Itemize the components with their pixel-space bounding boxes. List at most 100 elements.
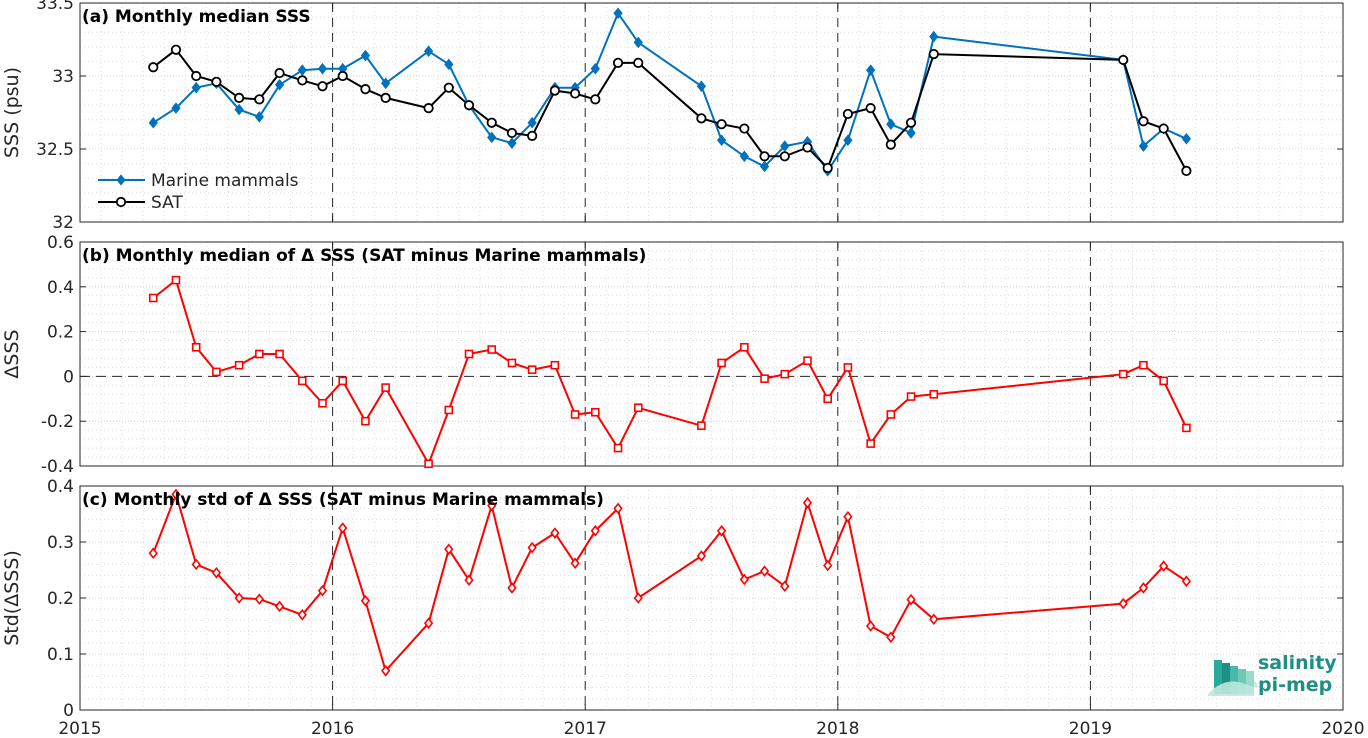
- data-point: [759, 565, 770, 577]
- y-tick-label: 0: [63, 367, 74, 387]
- data-point: [423, 617, 434, 629]
- panel-title: (a) Monthly median SSS: [82, 7, 311, 27]
- data-point: [739, 150, 749, 163]
- data-point: [318, 398, 327, 408]
- data-point: [381, 665, 391, 677]
- data-point: [906, 392, 916, 401]
- data-point: [297, 64, 307, 76]
- panel-1: [79, 2, 1344, 223]
- data-point: [633, 592, 643, 604]
- data-point: [191, 70, 202, 82]
- data-point: [822, 162, 833, 174]
- data-point: [613, 502, 623, 515]
- data-point: [444, 58, 454, 71]
- data-point: [381, 77, 391, 90]
- data-point: [759, 160, 770, 173]
- data-point: [527, 130, 538, 141]
- data-point: [487, 131, 497, 144]
- data-point: [590, 62, 600, 75]
- y-tick-label: 0.3: [47, 533, 74, 553]
- data-point: [1138, 116, 1149, 127]
- y-tick-label: -0.4: [41, 457, 74, 477]
- data-point: [591, 407, 600, 417]
- data-point: [865, 103, 876, 114]
- data-point: [613, 7, 623, 20]
- y-tick-label: 0.4: [47, 477, 74, 497]
- data-point: [739, 123, 750, 134]
- data-point: [697, 421, 706, 430]
- x-tick-label: 2017: [564, 719, 607, 738]
- data-point: [1181, 132, 1192, 145]
- data-point: [444, 543, 454, 556]
- data-point: [1182, 423, 1191, 433]
- data-point: [317, 81, 328, 92]
- data-point: [1118, 369, 1128, 379]
- data-point: [802, 497, 813, 509]
- data-point: [569, 88, 581, 99]
- legend-marker: [116, 174, 126, 186]
- data-point: [191, 558, 201, 571]
- x-tick-label: 2018: [816, 719, 859, 738]
- data-point: [486, 117, 497, 128]
- data-point: [463, 100, 475, 111]
- data-point: [716, 134, 727, 147]
- data-point: [906, 127, 916, 139]
- data-point: [905, 117, 917, 128]
- data-point: [1158, 123, 1169, 134]
- data-point: [549, 85, 560, 96]
- data-point: [191, 81, 201, 94]
- data-point: [696, 550, 707, 562]
- data-point: [759, 151, 770, 162]
- data-point: [423, 103, 434, 114]
- data-point: [780, 140, 790, 152]
- data-point: [1138, 582, 1149, 594]
- data-point: [550, 360, 560, 370]
- logo-mark: [1238, 669, 1246, 694]
- legend-label: SAT: [151, 193, 183, 213]
- data-point: [424, 459, 433, 469]
- data-point: [802, 142, 813, 153]
- data-point: [234, 92, 245, 104]
- data-point: [254, 94, 265, 105]
- data-point: [929, 390, 939, 399]
- logo-mark: [1214, 660, 1222, 694]
- data-point: [338, 522, 348, 534]
- legend-marker: [115, 196, 127, 208]
- data-point: [886, 410, 896, 419]
- data-point: [929, 30, 939, 43]
- data-point: [717, 358, 726, 368]
- data-point: [255, 349, 264, 359]
- data-point: [507, 137, 517, 149]
- x-tick-label: 2020: [1321, 719, 1364, 738]
- x-tick-label: 2015: [58, 719, 101, 738]
- data-point: [148, 62, 159, 73]
- data-point: [823, 394, 832, 404]
- panel-2: [79, 241, 1344, 469]
- data-point: [779, 151, 790, 162]
- data-point: [380, 92, 391, 104]
- panel-title: (b) Monthly median of Δ SSS (SAT minus M…: [82, 246, 646, 266]
- data-point: [191, 342, 201, 352]
- data-point: [633, 57, 644, 68]
- data-point: [740, 342, 749, 352]
- data-point: [527, 541, 537, 554]
- data-point: [1118, 597, 1128, 610]
- data-point: [360, 84, 371, 95]
- data-point: [211, 567, 222, 579]
- logo-text-pi-mep: pi-mep: [1258, 674, 1332, 696]
- logo-mark: [1222, 663, 1230, 694]
- data-point: [274, 600, 285, 613]
- panel-3: [79, 485, 1344, 711]
- y-tick-label: 0.6: [47, 233, 74, 253]
- x-tick-label: 2019: [1069, 719, 1112, 738]
- data-point: [274, 78, 285, 91]
- data-point: [633, 403, 643, 413]
- data-point: [570, 557, 580, 570]
- logo-mark: [1246, 671, 1254, 694]
- data-point: [171, 275, 181, 285]
- data-point: [633, 36, 643, 49]
- data-point: [1139, 360, 1148, 370]
- data-point: [234, 360, 244, 370]
- data-point: [275, 349, 284, 359]
